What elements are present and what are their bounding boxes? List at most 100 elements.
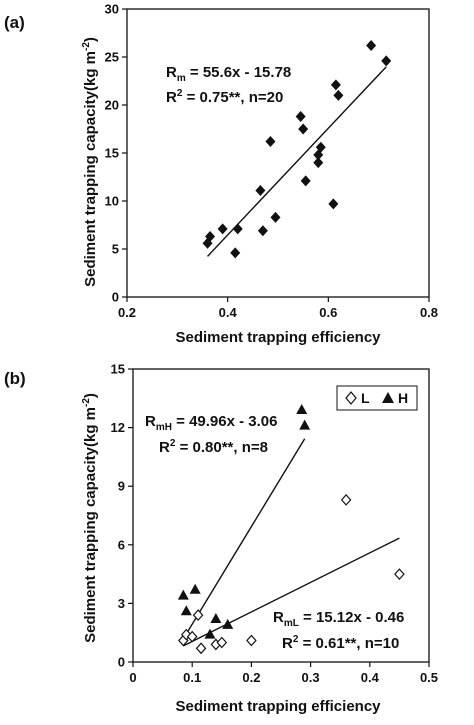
panel-b-equation-h-line-1: RmH = 49.96x - 3.06 — [145, 413, 277, 433]
panel-b-data-point-h — [180, 605, 192, 616]
panel-b-data-point-h — [299, 419, 311, 430]
eq-bh1-rest: = 49.96x - 3.06 — [172, 413, 278, 430]
panel-b-x-tick-label: 0.4 — [361, 670, 380, 685]
panel-b-data-point-h — [177, 589, 189, 600]
panel-a-x-tick-label: 0.4 — [219, 305, 238, 320]
panel-a-data-point — [257, 225, 268, 237]
panel-a-y-tick-label: 25 — [105, 50, 119, 65]
panel-a-data-point — [315, 141, 326, 153]
panel-b-data-point-l — [216, 636, 228, 649]
eq-bl1-rest: = 15.12x - 0.46 — [299, 609, 405, 626]
eq-a1-sub: m — [177, 73, 186, 84]
panel-a-plot-frame — [126, 8, 430, 298]
panel-b-x-ticks: 0 0.1 0.2 0.3 0.4 0.5 — [129, 662, 438, 685]
panel-a-y-tick-label: 20 — [105, 98, 119, 113]
panel-b-data-point-h — [296, 404, 308, 415]
eq-bh2-sup: 2 — [170, 438, 176, 449]
panel-b-x-tick-label: 0.5 — [420, 670, 438, 685]
panel-b-equation-l-line-2: R2 = 0.61**, n=10 — [282, 634, 399, 652]
panel-a-equation-line-1: Rm = 55.6x - 15.78 — [166, 64, 291, 84]
panel-a-x-tick-label: 0.8 — [420, 305, 438, 320]
panel-b: (b) 0 0.1 0.2 0.3 0.4 0.5 0 3 6 9 12 15 Sediment t… — [4, 362, 438, 716]
panel-b-y-tick-label: 9 — [118, 479, 125, 494]
panel-a-x-tick-label: 0.6 — [319, 305, 337, 320]
panel-b-x-tick-label: 0 — [129, 670, 136, 685]
panel-a-y-tick-label: 5 — [112, 242, 119, 257]
panel-a-data-point — [300, 175, 311, 187]
panel-b-equation-l-line-1: RmL = 15.12x - 0.46 — [273, 609, 404, 629]
panel-a-data-point — [255, 184, 266, 196]
panel-b-data-point-h — [222, 618, 234, 629]
panel-a-data-point — [328, 198, 339, 210]
panel-a-x-tick-label: 0.2 — [118, 305, 136, 320]
panel-b-data-point-l — [195, 642, 207, 655]
panel-a-marks — [202, 39, 392, 259]
panel-b-y-tick-label: 15 — [111, 362, 125, 377]
panel-a-y-axis-label-sup: -2 — [81, 42, 92, 51]
panel-b-y-axis-label-close: ) — [82, 393, 99, 398]
eq-a1-main: R — [166, 64, 177, 81]
panel-b-data-point-h — [210, 613, 222, 624]
panel-a-y-tick-label: 15 — [105, 146, 119, 161]
panel-a-y-tick-label: 30 — [105, 2, 119, 17]
panel-b-data-point-l — [186, 630, 198, 643]
panel-b-x-tick-label: 0.2 — [242, 670, 260, 685]
eq-a1-rest: = 55.6x - 15.78 — [186, 64, 292, 81]
panel-a-data-point — [298, 123, 309, 135]
panel-a-data-point — [333, 89, 344, 101]
legend-marker-l — [345, 391, 357, 405]
panel-a-data-point — [205, 231, 216, 243]
eq-bh2-main: R — [159, 439, 170, 456]
panel-b-data-point-l — [192, 609, 204, 622]
panel-b-x-tick-label: 0.3 — [302, 670, 320, 685]
panel-b-x-axis-label: Sediment trapping efficiency — [175, 698, 381, 715]
panel-b-plot-frame — [132, 368, 430, 663]
panel-b-y-tick-label: 0 — [118, 655, 125, 670]
eq-bh1-main: R — [145, 413, 156, 430]
panel-a-label: (a) — [4, 13, 25, 32]
panel-a-y-tick-label: 0 — [112, 290, 119, 305]
panel-a-y-ticks: 0 5 10 15 20 25 30 — [105, 2, 127, 305]
legend-marker-h — [382, 392, 394, 403]
panel-a-data-point — [381, 55, 392, 67]
panel-b-y-axis-label-text: Sediment trapping capacity(kg m — [82, 407, 99, 643]
panel-b-y-tick-label: 12 — [111, 420, 125, 435]
eq-bl2-sup: 2 — [293, 634, 299, 645]
eq-bl2-main: R — [282, 635, 293, 652]
panel-a-y-tick-label: 10 — [105, 194, 119, 209]
panel-a-data-point — [230, 247, 241, 259]
panel-a-equation-line-2: R2 = 0.75**, n=20 — [166, 88, 283, 106]
panel-b-fit-line-l — [183, 537, 400, 647]
eq-bh2-rest: = 0.80**, n=8 — [175, 439, 268, 456]
panel-a-data-point — [313, 157, 324, 169]
eq-bl1-main: R — [273, 609, 284, 626]
panel-b-x-tick-label: 0.1 — [183, 670, 201, 685]
legend-label-h: H — [398, 390, 408, 406]
panel-b-y-axis-label-sup: -2 — [81, 398, 92, 407]
panel-b-y-ticks: 0 3 6 9 12 15 — [111, 362, 133, 670]
panel-a-y-axis-label-close: ) — [82, 37, 99, 42]
eq-a2-main: R — [166, 89, 177, 106]
panel-b-marks — [177, 404, 405, 655]
panel-a-x-axis-label: Sediment trapping efficiency — [175, 329, 381, 346]
panel-a-data-point — [330, 79, 341, 91]
panel-b-y-tick-label: 6 — [118, 537, 125, 552]
panel-a-y-axis-label-text: Sediment trapping capacity(kg m — [82, 51, 99, 287]
panel-b-label: (b) — [4, 369, 26, 388]
panel-b-y-tick-label: 3 — [118, 596, 125, 611]
eq-a2-sup: 2 — [177, 88, 183, 99]
panel-b-data-point-l — [340, 493, 352, 506]
eq-a2-rest: = 0.75**, n=20 — [182, 89, 283, 106]
panel-a-y-axis-label: Sediment trapping capacity(kg m-2) — [81, 37, 99, 287]
legend-label-l: L — [361, 390, 370, 406]
eq-bh1-sub: mH — [156, 422, 172, 433]
panel-b-fit-line-h — [183, 438, 306, 638]
panel-b-legend: L H — [336, 385, 418, 411]
panel-b-data-point-h — [189, 583, 201, 594]
panel-a-x-ticks: 0.2 0.4 0.6 0.8 — [118, 297, 438, 320]
panel-a-data-point — [265, 135, 276, 147]
panel-b-data-point-l — [246, 634, 257, 647]
panel-b-equation-h-line-2: R2 = 0.80**, n=8 — [159, 438, 268, 456]
panel-a-data-point — [232, 223, 243, 235]
panel-b-y-axis-label: Sediment trapping capacity(kg m-2) — [81, 393, 99, 643]
